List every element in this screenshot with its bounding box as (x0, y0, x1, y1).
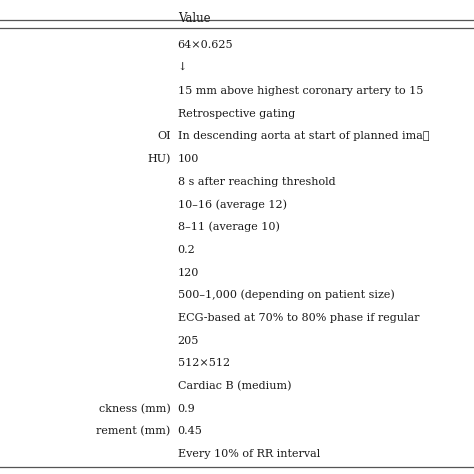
Text: 8 s after reaching threshold: 8 s after reaching threshold (178, 177, 336, 187)
Text: 15 mm above highest coronary artery to 15: 15 mm above highest coronary artery to 1… (178, 86, 423, 96)
Text: In descending aorta at start of planned ima⸏: In descending aorta at start of planned … (178, 131, 429, 141)
Text: 8–11 (average 10): 8–11 (average 10) (178, 222, 280, 232)
Text: 0.45: 0.45 (178, 427, 202, 437)
Text: 205: 205 (178, 336, 199, 346)
Text: 100: 100 (178, 154, 199, 164)
Text: 500–1,000 (depending on patient size): 500–1,000 (depending on patient size) (178, 290, 394, 301)
Text: 0.2: 0.2 (178, 245, 195, 255)
Text: 64×0.625: 64×0.625 (178, 40, 233, 50)
Text: 120: 120 (178, 267, 199, 277)
Text: OI: OI (157, 131, 171, 141)
Text: ECG-based at 70% to 80% phase if regular: ECG-based at 70% to 80% phase if regular (178, 313, 419, 323)
Text: 0.9: 0.9 (178, 404, 195, 414)
Text: Cardiac B (medium): Cardiac B (medium) (178, 381, 291, 391)
Text: 512×512: 512×512 (178, 358, 230, 368)
Text: ckness (mm): ckness (mm) (99, 403, 171, 414)
Text: Value: Value (178, 12, 210, 25)
Text: HU): HU) (147, 154, 171, 164)
Text: 10–16 (average 12): 10–16 (average 12) (178, 199, 287, 210)
Text: ↓: ↓ (178, 63, 187, 73)
Text: Every 10% of RR interval: Every 10% of RR interval (178, 449, 320, 459)
Text: Retrospective gating: Retrospective gating (178, 109, 295, 118)
Text: rement (mm): rement (mm) (96, 426, 171, 437)
